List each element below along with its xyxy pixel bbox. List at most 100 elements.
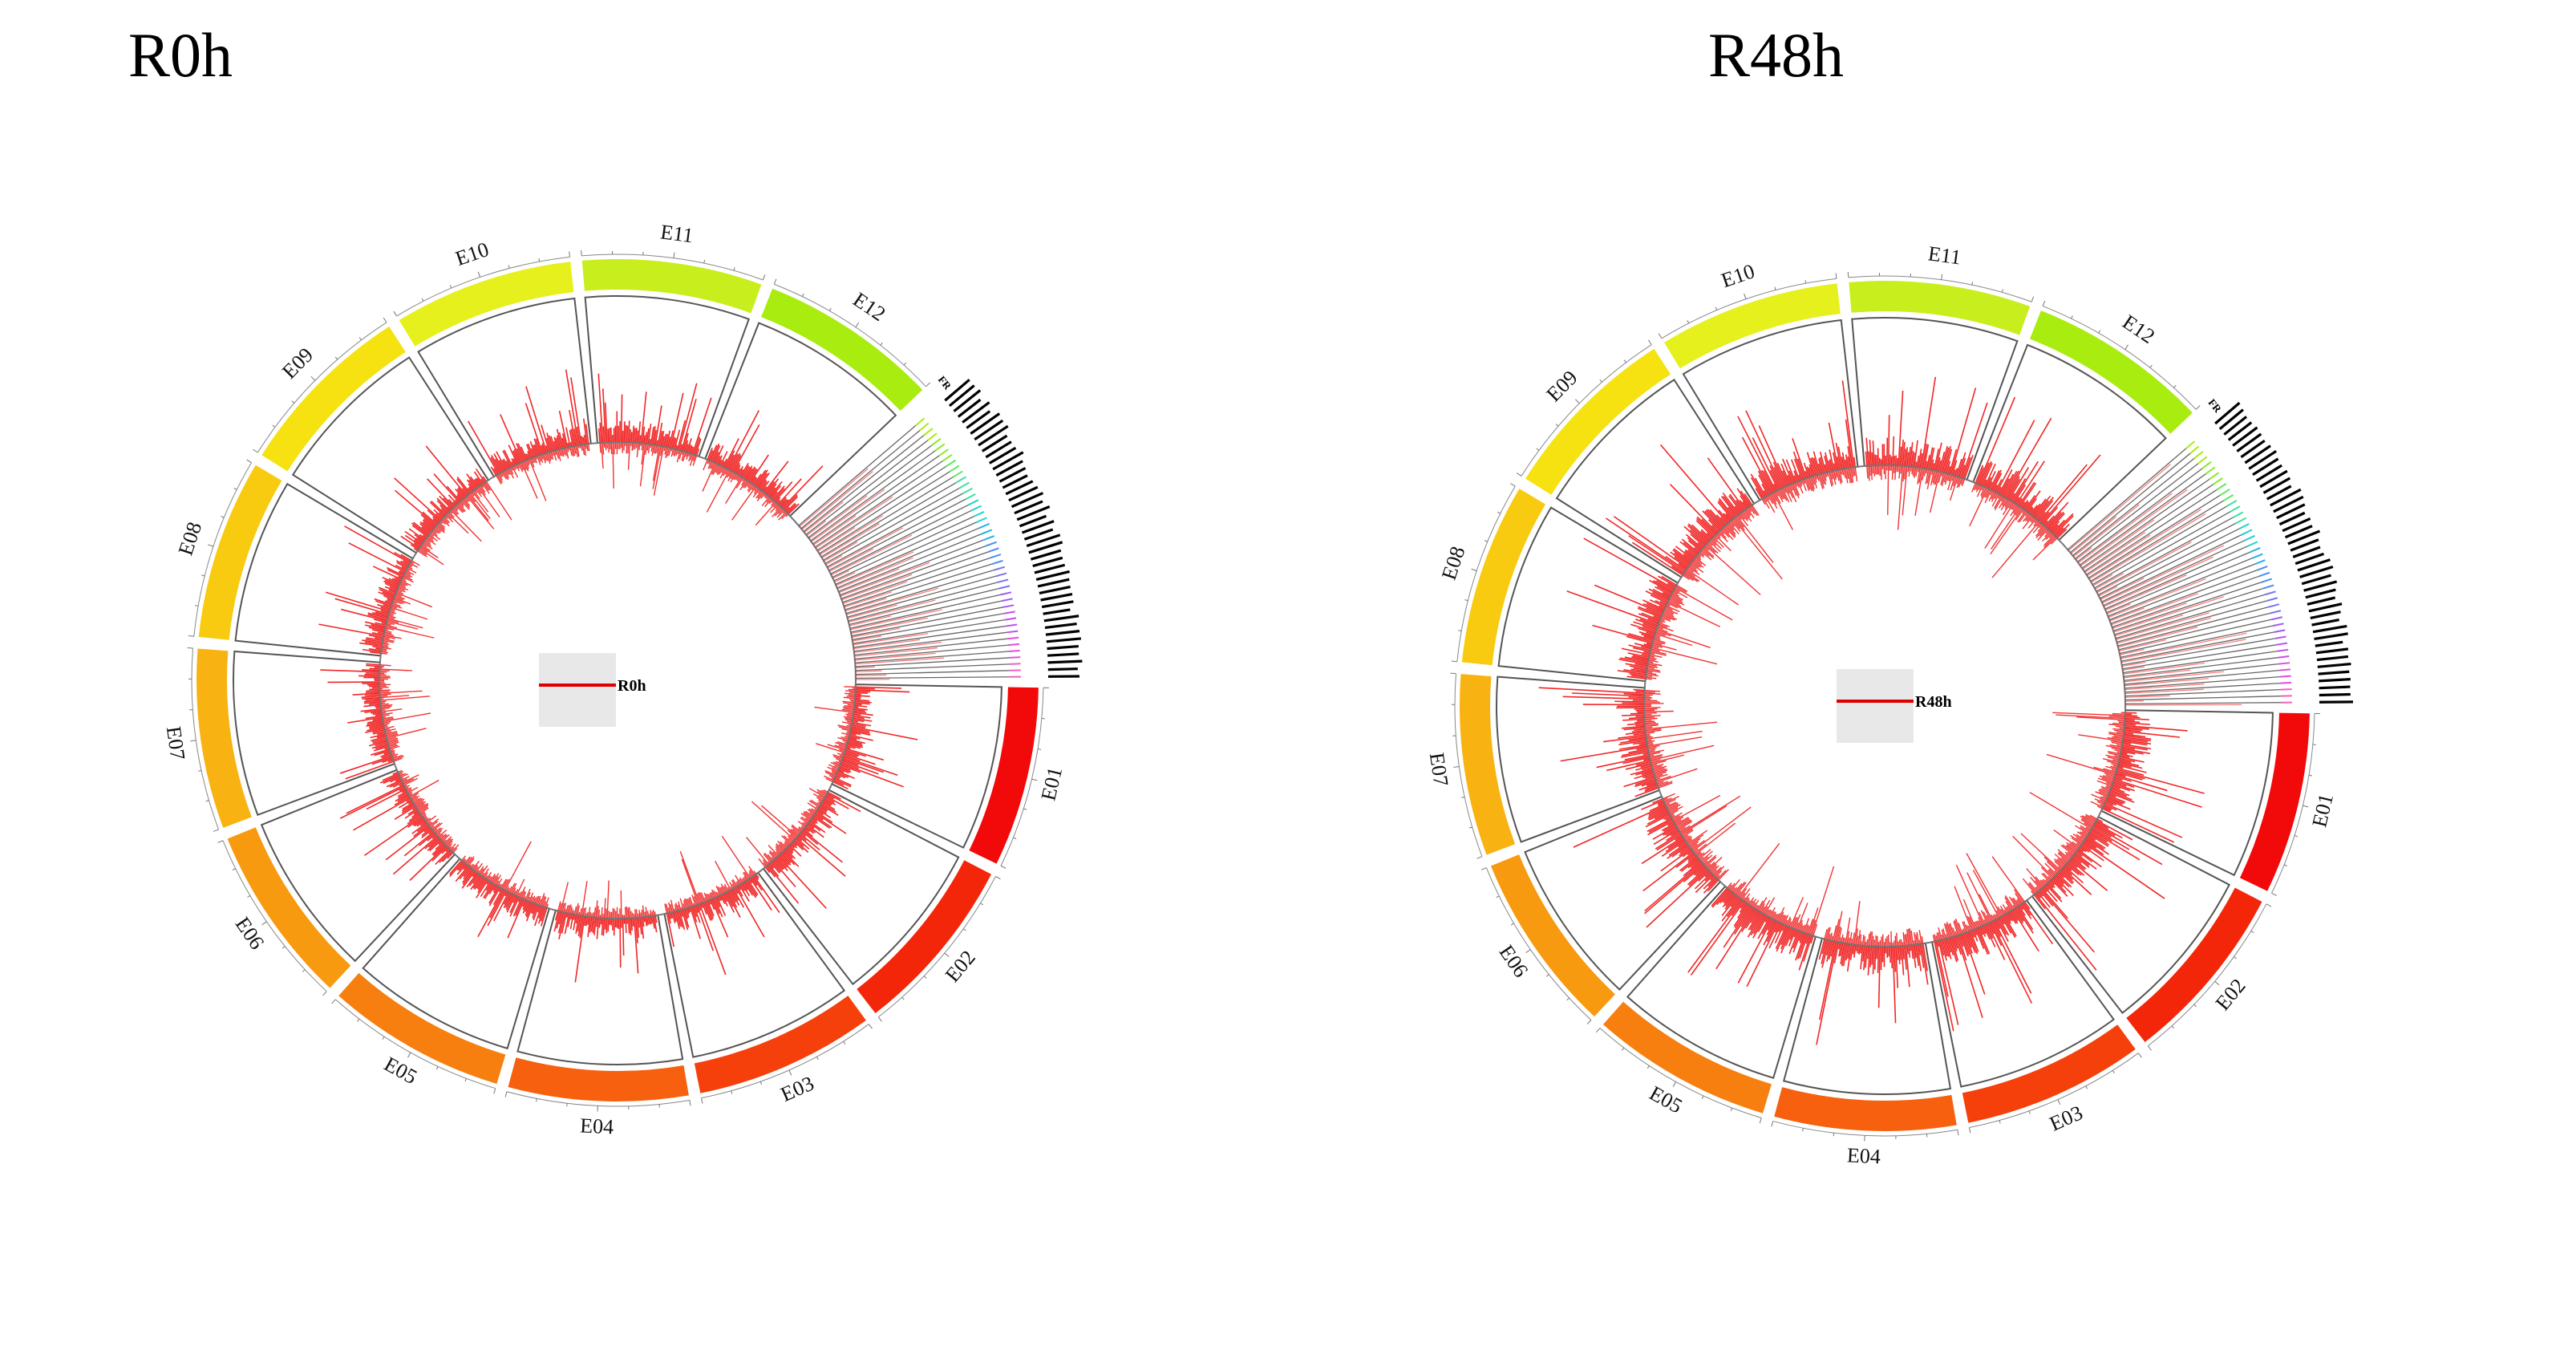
histogram-bar [1683,860,1702,877]
histogram-bar [2032,537,2057,561]
histogram-bar [1718,497,1736,518]
histogram-bar [1787,919,1792,927]
histogram-bar [1947,938,1954,955]
histogram-bar [735,475,740,481]
scaffold-label-mark [957,398,982,418]
histogram-bar [1869,931,1872,947]
histogram-bar [1667,843,1688,859]
histogram-bar [1855,928,1858,945]
scaffold-label-mark [1034,563,1066,574]
histogram-bar [382,644,388,647]
histogram-bar [796,836,803,842]
histogram-bar [1663,815,1671,820]
histogram-bar [1807,919,1814,935]
histogram-bar [379,668,413,671]
histogram-bar [2124,728,2143,731]
histogram-bar [417,550,427,558]
histogram-bar [739,462,749,477]
histogram-bar [753,875,780,914]
histogram-bar [1984,489,1990,498]
histogram-bar [784,840,790,846]
histogram-bar [844,690,856,692]
histogram-bar [1673,816,1684,823]
scale-arc [334,999,496,1089]
histogram-bar [736,886,743,897]
histogram-bar [1732,886,1738,894]
histogram-bar [1667,601,1720,627]
histogram-bar [1914,440,1918,468]
histogram-bar [1949,476,1958,501]
scaffold-spoke [2100,528,2240,599]
histogram-bar [1921,943,1929,985]
histogram-bar [541,454,544,460]
histogram-bar [1988,491,1995,501]
histogram-bar [456,862,464,871]
histogram-bar [1908,466,1911,477]
histogram-bar [1634,643,1652,648]
histogram-bar [1964,932,1973,954]
histogram-bar [490,466,497,476]
histogram-bar [1951,936,1958,951]
histogram-bar [1980,487,1987,498]
histogram-bar [1730,878,1740,891]
histogram-bar [646,444,649,451]
histogram-bar [1985,489,1991,498]
histogram-bar [602,918,606,936]
scale-tick [1453,765,1460,768]
histogram-bar [370,733,386,739]
histogram-bar [820,802,836,813]
histogram-bar [853,641,942,653]
histogram-bar [1710,539,1716,546]
histogram-bar [1743,510,1752,522]
legend-box [1837,669,1914,743]
histogram-bar [772,485,785,501]
histogram-bar [1850,938,1853,945]
histogram-bar [681,909,689,931]
histogram-bar [334,598,389,615]
scaffold-spoke [2108,558,2253,617]
histogram-bar [627,907,630,919]
histogram-bar [421,813,426,817]
histogram-bar [491,875,496,883]
scale-tick [1648,339,1652,345]
histogram-bar [1819,473,1825,489]
histogram-bar [1643,635,1654,640]
histogram-bar [2054,861,2064,869]
histogram-bar [2099,788,2110,793]
histogram-bar [1680,857,1699,872]
histogram-bar [2015,907,2024,922]
histogram-bar [505,460,511,469]
histogram-bar [682,909,690,928]
histogram-bar [2106,603,2131,615]
histogram-bar [1644,724,1659,728]
histogram-bar [1710,865,1717,873]
histogram-bar [1803,462,1810,478]
ideogram-arc [694,996,866,1093]
histogram-bar [1653,639,1666,643]
histogram-bar [816,809,824,816]
histogram-bar [411,522,429,537]
scaffold-spoke [823,481,957,561]
histogram-bar [659,446,663,456]
histogram-bar [788,838,793,843]
histogram-bar [1645,732,1655,734]
histogram-bar [1941,939,1947,961]
scale-tick [923,976,927,979]
histogram-bar [1896,932,1898,947]
histogram-bar [783,835,792,844]
histogram-bar [1995,919,2009,943]
histogram-bar [1658,782,1673,789]
histogram-bar [555,911,559,921]
histogram-bar [2076,850,2093,863]
histogram-bar [1734,882,1746,895]
scaffold-spoke [853,631,1007,652]
scaffold-spoke [824,487,960,565]
histogram-bar [1663,824,1676,832]
scaffold-label-mark [2223,416,2248,436]
histogram-bar [1650,758,1661,763]
histogram-bar [1966,931,1976,954]
histogram-bar [1752,914,1765,935]
histogram-bar [855,692,869,694]
histogram-bar [747,879,759,895]
histogram-bar [743,480,748,489]
